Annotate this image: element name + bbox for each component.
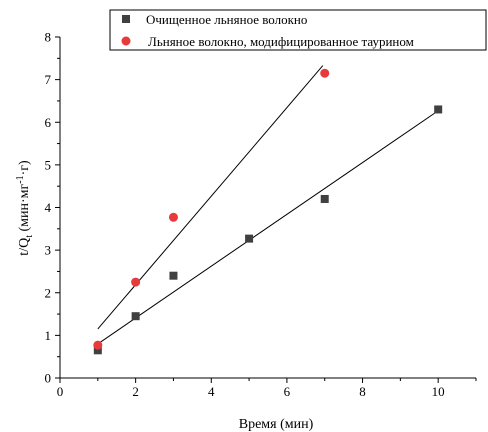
data-point-circle bbox=[131, 277, 141, 287]
x-tick-label: 6 bbox=[284, 384, 291, 399]
data-point-circle bbox=[93, 340, 103, 350]
data-point-square bbox=[169, 271, 178, 280]
y-tick-label: 2 bbox=[45, 285, 52, 300]
x-tick-label: 10 bbox=[432, 384, 445, 399]
data-point-square bbox=[245, 234, 254, 243]
y-tick-label: 3 bbox=[45, 243, 52, 258]
data-point-circle bbox=[168, 212, 178, 222]
legend: Очищенное льняное волокно Льняное волокн… bbox=[109, 9, 487, 51]
y-tick-label: 7 bbox=[45, 72, 52, 87]
data-point-square bbox=[434, 105, 443, 114]
fit-line-series-1 bbox=[97, 65, 324, 330]
x-tick-label: 8 bbox=[359, 384, 366, 399]
legend-marker-circle bbox=[121, 36, 131, 46]
y-axis-title-main: t/Q bbox=[17, 238, 32, 256]
y-tick-label: 0 bbox=[45, 371, 52, 386]
data-point-square bbox=[131, 312, 140, 321]
legend-marker-square bbox=[122, 15, 130, 23]
x-tick-label: 4 bbox=[208, 384, 215, 399]
y-axis-title-units: (мин·мг bbox=[17, 183, 32, 231]
y-tick-label: 8 bbox=[45, 30, 52, 45]
x-tick-label: 2 bbox=[132, 384, 139, 399]
fit-line-series-0 bbox=[97, 110, 439, 345]
data-point-circle bbox=[320, 68, 330, 78]
data-point-square bbox=[93, 346, 102, 355]
x-axis-title: Время (мин) bbox=[239, 417, 314, 432]
y-tick-label: 6 bbox=[45, 115, 52, 130]
data-point-square bbox=[320, 194, 329, 203]
legend-label-0: Очищенное льняное волокно bbox=[146, 12, 307, 27]
y-tick-label: 4 bbox=[45, 200, 52, 215]
y-tick-label: 1 bbox=[45, 328, 52, 343]
legend-box bbox=[109, 9, 487, 51]
legend-label-1: Льняное волокно, модифицированное таурин… bbox=[148, 34, 414, 49]
y-axis-title: t/Qt (мин·мг-1·г) bbox=[15, 160, 35, 256]
y-axis-title-sub: t bbox=[24, 235, 35, 238]
y-tick-label: 5 bbox=[45, 157, 52, 172]
y-axis-title-exp: -1 bbox=[15, 175, 26, 183]
y-axis-title-units-end: ·г) bbox=[17, 160, 32, 175]
x-tick-label: 0 bbox=[57, 384, 64, 399]
